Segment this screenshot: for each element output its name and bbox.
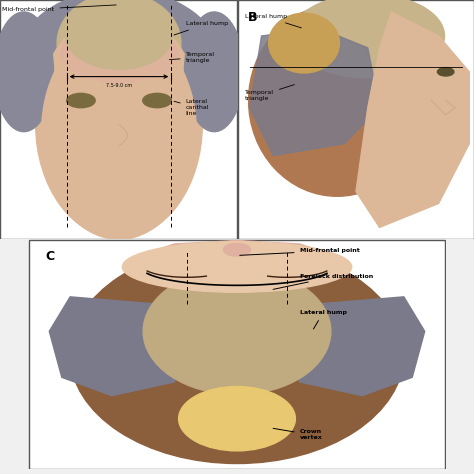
Polygon shape	[356, 12, 469, 228]
FancyBboxPatch shape	[238, 0, 474, 239]
Ellipse shape	[215, 250, 230, 256]
Ellipse shape	[36, 11, 202, 238]
Text: Temporal
triangle: Temporal triangle	[245, 85, 294, 101]
Ellipse shape	[220, 240, 254, 256]
Ellipse shape	[291, 0, 445, 78]
Text: Crown
vertex: Crown vertex	[273, 428, 322, 440]
Text: Lateral hump: Lateral hump	[300, 310, 346, 329]
Ellipse shape	[143, 268, 331, 394]
Text: Temporal
triangle: Temporal triangle	[169, 52, 215, 63]
Ellipse shape	[122, 242, 352, 292]
Ellipse shape	[67, 93, 95, 108]
Circle shape	[179, 386, 295, 451]
Ellipse shape	[60, 18, 178, 102]
Ellipse shape	[244, 250, 259, 256]
Ellipse shape	[223, 243, 251, 256]
Text: Forelock distribution: Forelock distribution	[273, 273, 373, 289]
Polygon shape	[287, 297, 425, 396]
Ellipse shape	[70, 245, 404, 464]
Ellipse shape	[65, 2, 173, 69]
FancyBboxPatch shape	[0, 0, 237, 239]
Ellipse shape	[438, 68, 454, 76]
Ellipse shape	[0, 12, 54, 132]
Text: Lateral hump: Lateral hump	[245, 14, 301, 28]
Ellipse shape	[388, 108, 409, 141]
Ellipse shape	[143, 93, 171, 108]
Ellipse shape	[62, 23, 176, 82]
Text: 7.5-9.0 cm: 7.5-9.0 cm	[106, 82, 132, 88]
Ellipse shape	[14, 0, 224, 145]
Ellipse shape	[184, 12, 244, 132]
Text: Mid-frontal point: Mid-frontal point	[2, 5, 116, 12]
Ellipse shape	[57, 0, 181, 93]
Text: B: B	[247, 11, 257, 24]
Polygon shape	[250, 29, 380, 155]
Ellipse shape	[248, 5, 426, 196]
Ellipse shape	[269, 13, 339, 73]
Text: C: C	[45, 250, 54, 263]
FancyBboxPatch shape	[29, 240, 445, 469]
Text: Mid-frontal point: Mid-frontal point	[240, 248, 359, 255]
Polygon shape	[154, 240, 320, 281]
Ellipse shape	[42, 24, 196, 239]
Polygon shape	[49, 297, 187, 396]
Text: Lateral
canthal
line: Lateral canthal line	[174, 100, 209, 116]
Text: Lateral hump: Lateral hump	[174, 21, 228, 35]
